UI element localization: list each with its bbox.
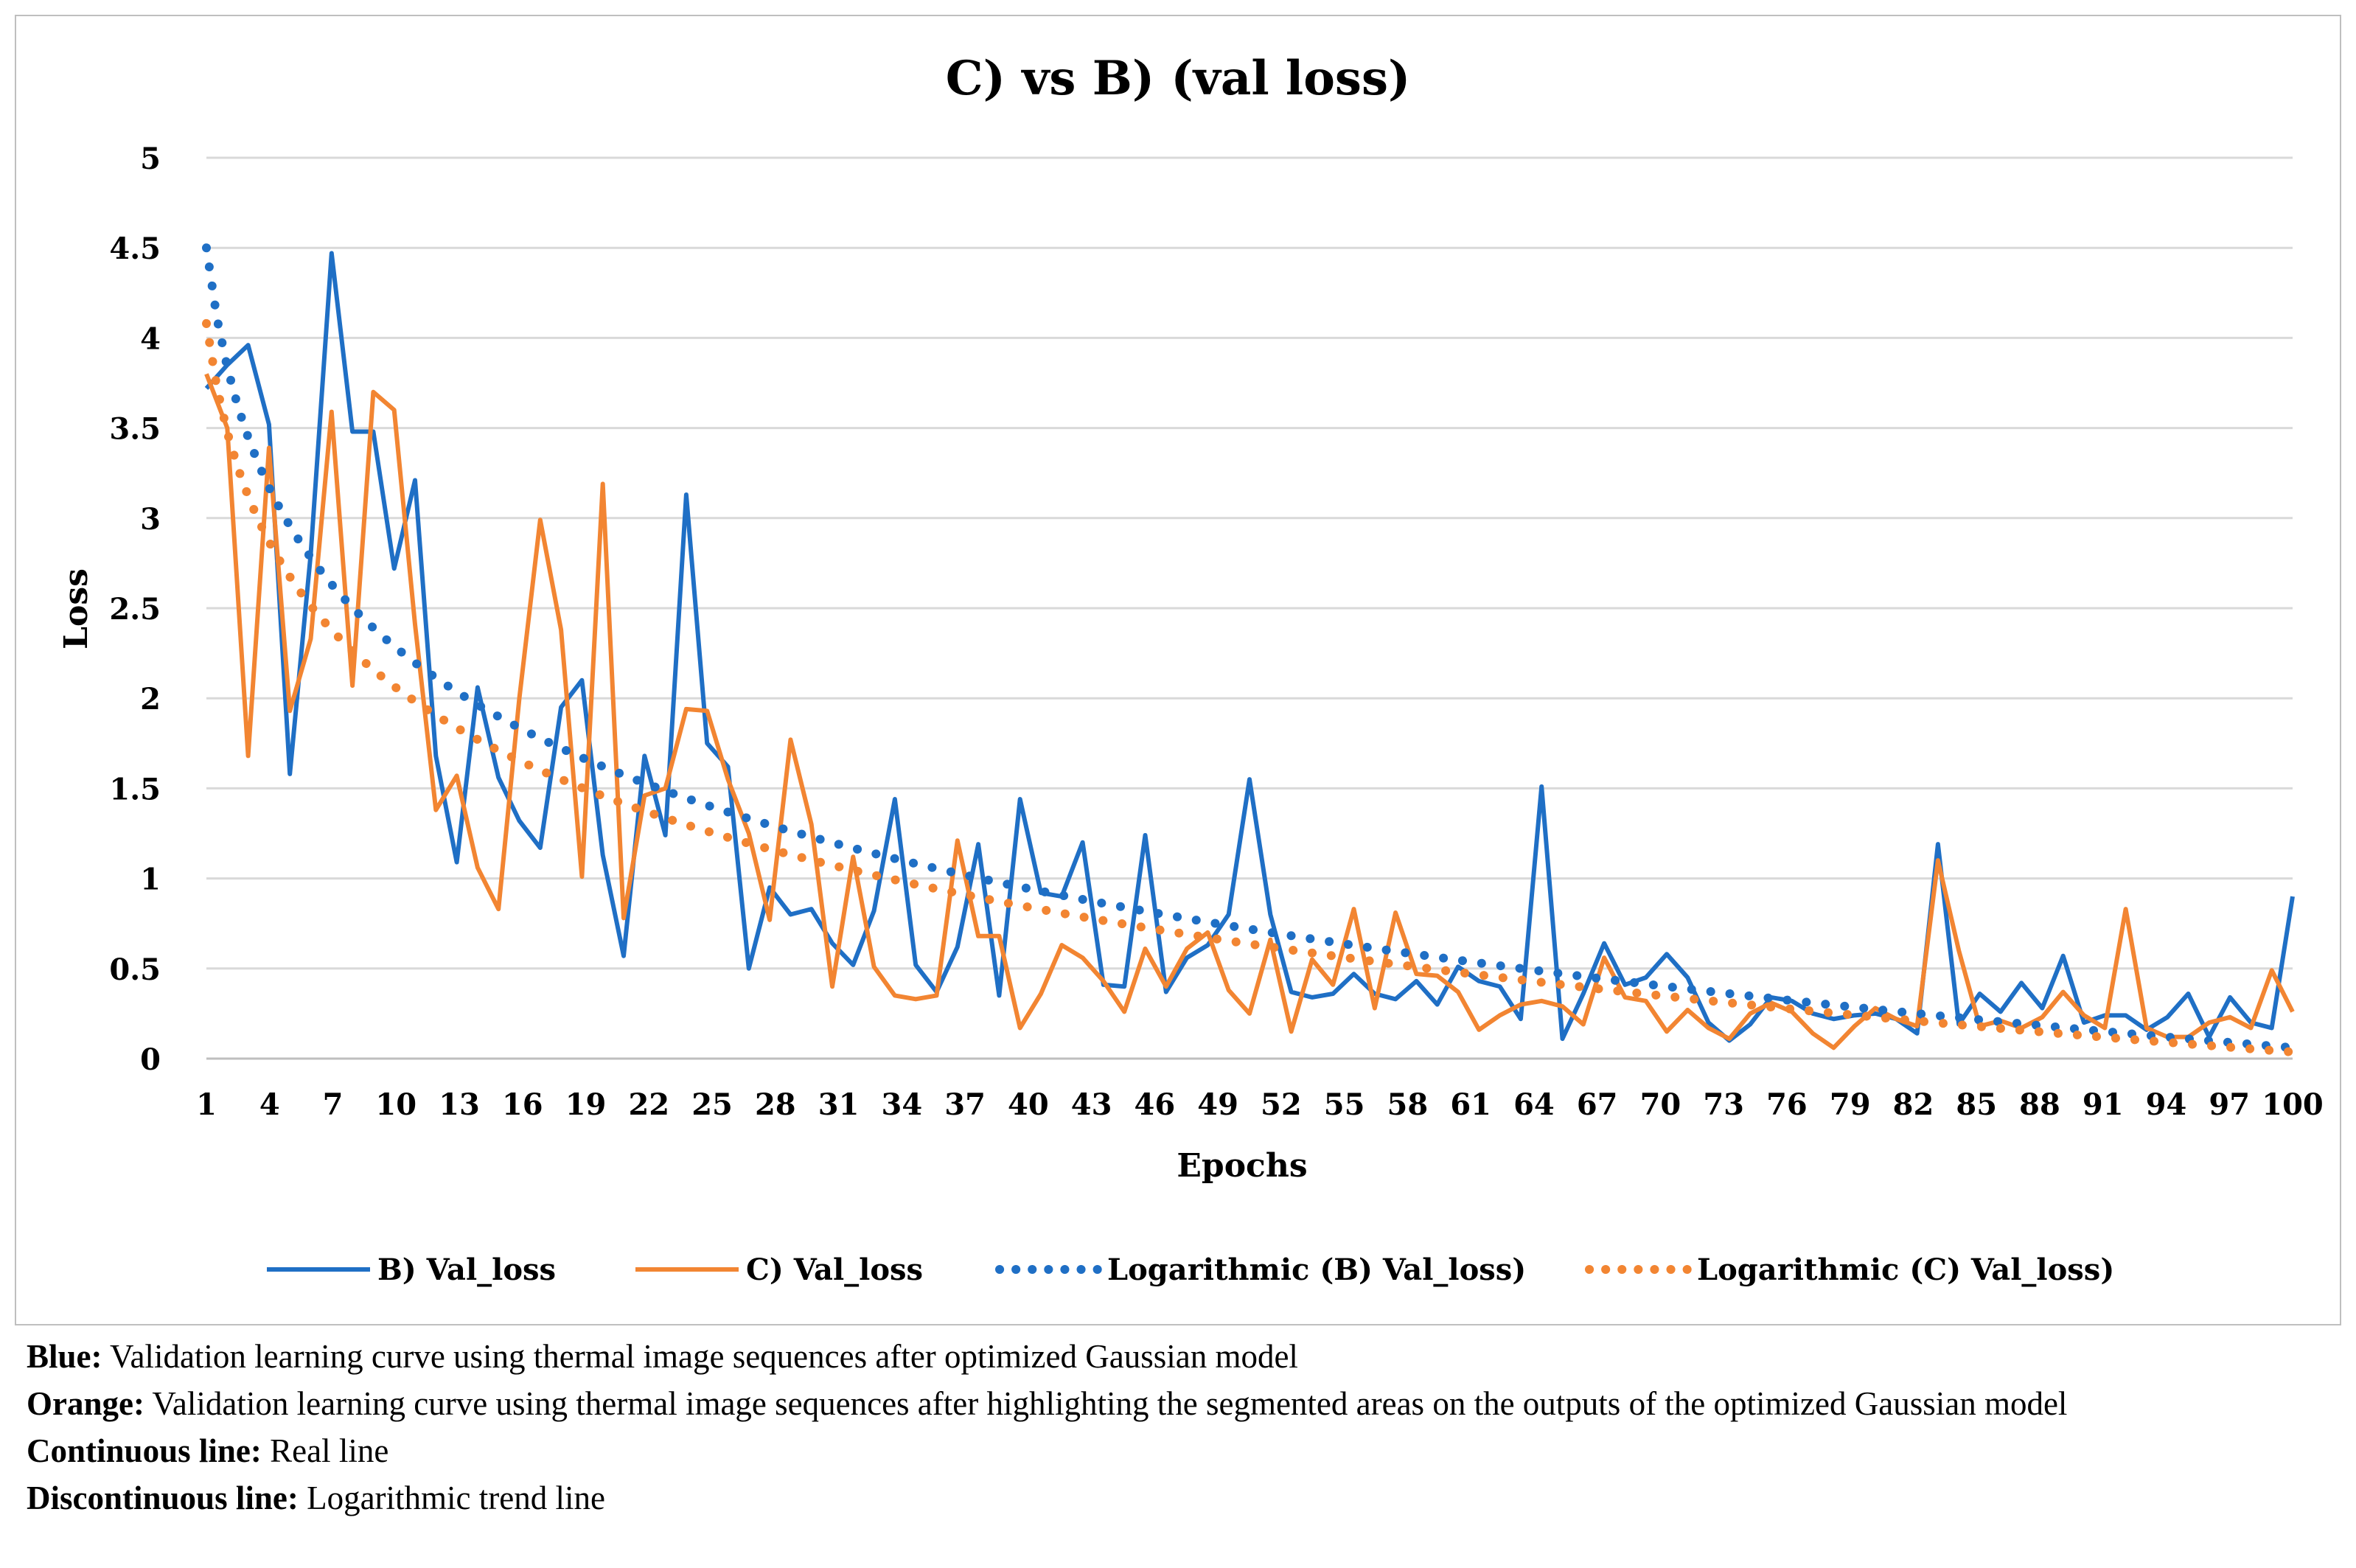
x-tick-label: 61 (1450, 1087, 1491, 1122)
legend-label: B) Val_loss (377, 1252, 556, 1287)
series-line-b (204, 251, 2295, 1043)
caption-discontinuous-label: Discontinuous line: (27, 1480, 299, 1516)
x-tick-label: 28 (755, 1087, 796, 1122)
caption-line-discontinuous: Discontinuous line: Logarithmic trend li… (27, 1474, 2341, 1522)
x-tick-label: 22 (628, 1087, 669, 1122)
x-tick-label: 19 (565, 1087, 607, 1122)
x-tick-label: 25 (691, 1087, 733, 1122)
y-axis-ticks: 0 0.5 1 1.5 2 2.5 3 3.5 4 4.5 5 (109, 142, 161, 1077)
caption-line-blue: Blue: Validation learning curve using th… (27, 1333, 2341, 1380)
caption-blue-label: Blue: (27, 1338, 102, 1375)
y-tick-label: 3.5 (109, 412, 161, 447)
y-tick-label: 2 (140, 682, 161, 717)
caption-orange-text: Validation learning curve using thermal … (144, 1385, 2068, 1422)
trendline-c (202, 318, 2297, 1057)
x-axis-label: Epochs (1177, 1147, 1307, 1185)
y-axis-label: Loss (57, 568, 95, 649)
x-tick-label: 34 (881, 1087, 922, 1122)
chart: C) vs B) (val loss) 0 0.5 1 1.5 2 2.5 3 3.5 4 4.5… (57, 51, 2324, 1287)
x-tick-label: 7 (323, 1087, 344, 1122)
x-tick-label: 52 (1261, 1087, 1302, 1122)
legend-label: Logarithmic (B) Val_loss) (1107, 1252, 1526, 1287)
series-line-c (204, 373, 2295, 1050)
y-tick-label: 3 (140, 502, 161, 537)
caption: Blue: Validation learning curve using th… (27, 1333, 2341, 1522)
legend: B) Val_loss C) Val_loss Logarithmic (B) Va… (267, 1252, 2114, 1287)
x-axis-ticks: 1 4 7 10 13 16 19 22 25 28 31 34 37 40 43 46 49 52 55 58 61 6… (196, 1087, 2324, 1122)
x-tick-label: 91 (2083, 1087, 2124, 1122)
y-tick-label: 0 (140, 1042, 161, 1077)
y-tick-label: 1 (140, 863, 161, 897)
x-tick-label: 46 (1135, 1087, 1176, 1122)
x-tick-label: 73 (1703, 1087, 1744, 1122)
caption-blue-text: Validation learning curve using thermal … (102, 1338, 1298, 1375)
x-tick-label: 49 (1197, 1087, 1238, 1122)
legend-label: C) Val_loss (746, 1252, 923, 1287)
x-tick-label: 88 (2019, 1087, 2060, 1122)
x-tick-label: 31 (818, 1087, 860, 1122)
y-tick-label: 1.5 (109, 772, 161, 806)
x-tick-label: 1 (196, 1087, 217, 1122)
caption-discontinuous-text: Logarithmic trend line (298, 1480, 605, 1516)
series-group (202, 243, 2297, 1057)
x-tick-label: 16 (502, 1087, 543, 1122)
x-tick-label: 70 (1640, 1087, 1681, 1122)
x-tick-label: 55 (1324, 1087, 1365, 1122)
x-tick-label: 43 (1071, 1087, 1112, 1122)
x-tick-label: 37 (944, 1087, 986, 1122)
caption-continuous-label: Continuous line: (27, 1432, 262, 1469)
gridlines (206, 156, 2293, 1060)
y-tick-label: 0.5 (109, 952, 161, 987)
trendline-b (202, 243, 2297, 1053)
x-tick-label: 82 (1893, 1087, 1934, 1122)
x-tick-label: 100 (2262, 1087, 2324, 1122)
y-tick-label: 4.5 (109, 231, 161, 266)
x-tick-label: 79 (1830, 1087, 1871, 1122)
chart-frame (15, 15, 2341, 1325)
x-tick-label: 64 (1513, 1087, 1555, 1122)
chart-title: C) vs B) (val loss) (946, 51, 1411, 106)
x-tick-label: 13 (439, 1087, 480, 1122)
x-tick-label: 76 (1766, 1087, 1808, 1122)
legend-label: Logarithmic (C) Val_loss) (1697, 1252, 2114, 1287)
x-tick-label: 85 (1956, 1087, 1997, 1122)
x-tick-label: 40 (1008, 1087, 1049, 1122)
y-tick-label: 4 (140, 321, 161, 356)
caption-line-continuous: Continuous line: Real line (27, 1427, 2341, 1474)
caption-orange-label: Orange: (27, 1385, 144, 1422)
y-tick-label: 5 (140, 142, 161, 176)
y-tick-label: 2.5 (109, 592, 161, 627)
x-tick-label: 67 (1577, 1087, 1618, 1122)
x-tick-label: 94 (2146, 1087, 2187, 1122)
caption-line-orange: Orange: Validation learning curve using … (27, 1380, 2341, 1427)
x-tick-label: 97 (2209, 1087, 2250, 1122)
caption-continuous-text: Real line (261, 1432, 389, 1469)
x-tick-label: 4 (259, 1087, 280, 1122)
x-tick-label: 10 (375, 1087, 417, 1122)
x-tick-label: 58 (1387, 1087, 1429, 1122)
